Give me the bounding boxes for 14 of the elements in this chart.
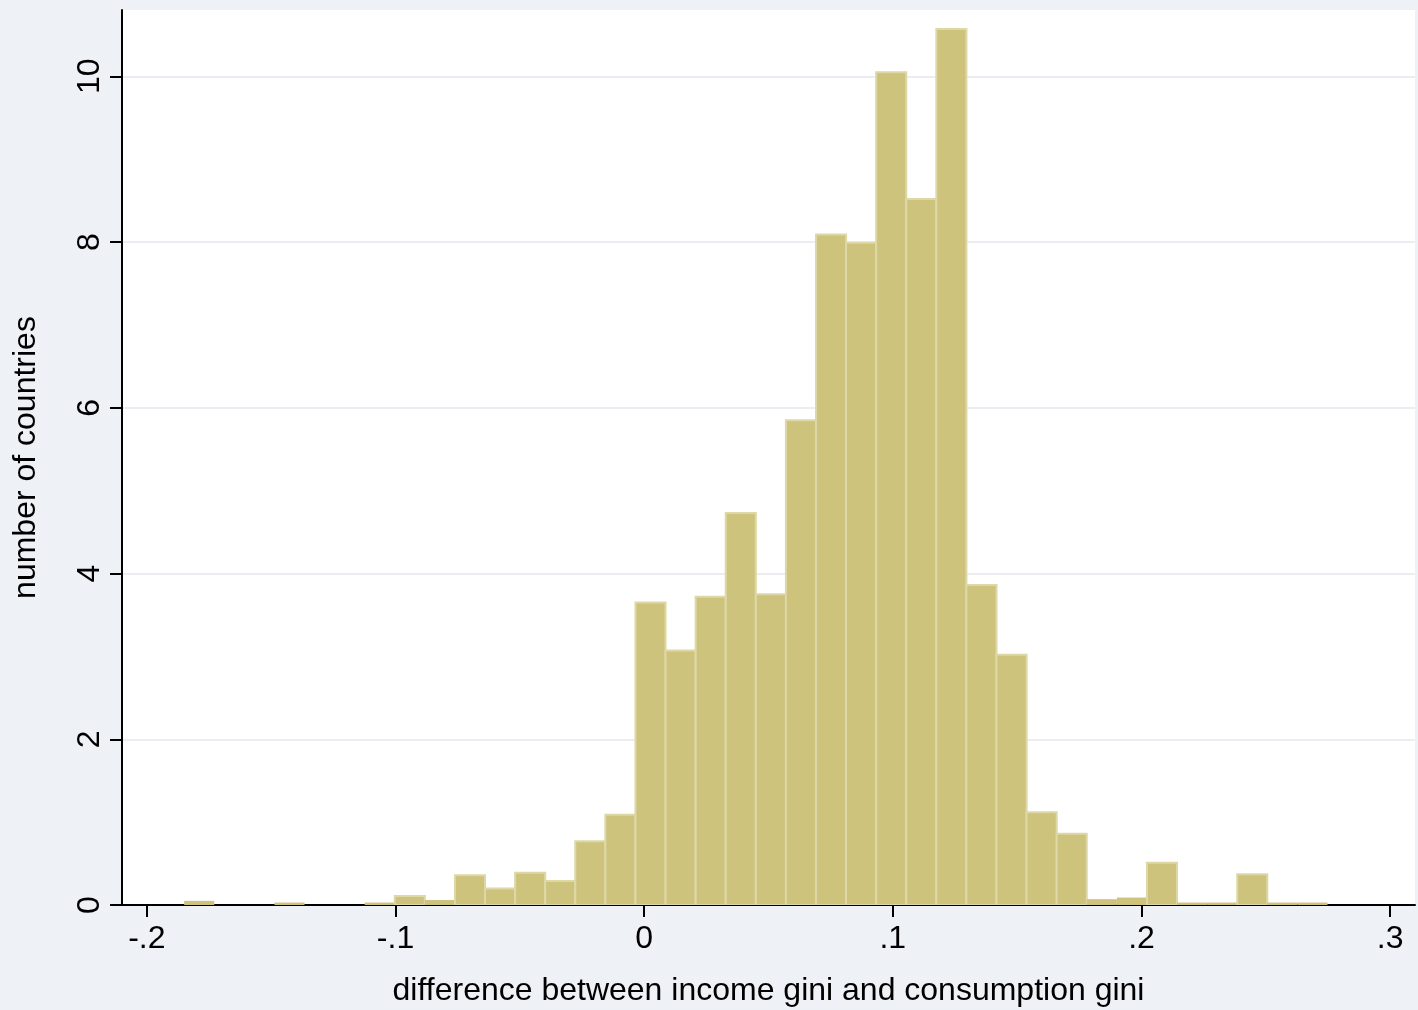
x-tick-label: -.1 — [376, 919, 415, 955]
y-tick-label: 10 — [70, 58, 106, 95]
x-axis-title: difference between income gini and consumption gini — [392, 971, 1145, 1007]
y-tick-label: 8 — [70, 233, 106, 251]
y-tick-label: 0 — [70, 896, 106, 914]
y-axis-title: number of countries — [6, 316, 42, 599]
x-tick-label: .3 — [1376, 919, 1404, 955]
x-tick-label: -.2 — [128, 919, 166, 955]
x-tick-label: .1 — [879, 919, 907, 955]
x-tick-label: .2 — [1128, 919, 1155, 955]
x-tick-label: 0 — [635, 919, 654, 955]
y-tick-label: 2 — [70, 730, 106, 749]
y-tick-label: 6 — [70, 398, 106, 417]
y-tick-label: 4 — [70, 564, 106, 583]
